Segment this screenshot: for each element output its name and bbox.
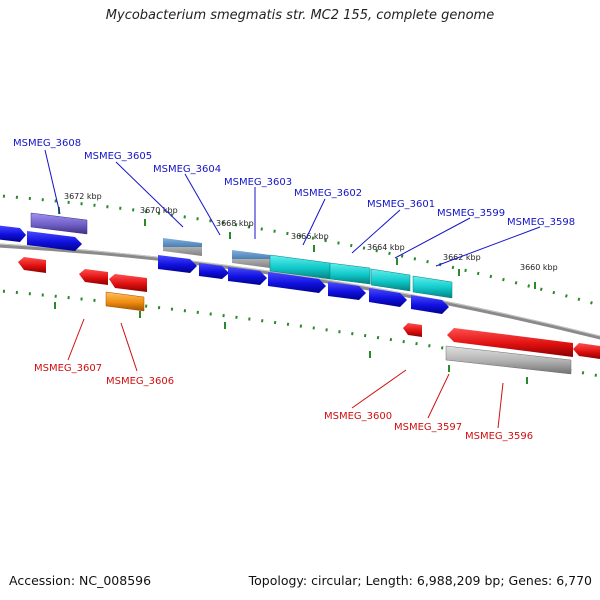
tick-label-3666: 3666 kbp [291, 232, 329, 241]
tick-label-3668: 3668 kbp [216, 219, 254, 228]
feature-gray [445, 345, 572, 375]
gene-label-msmeg-3596[interactable]: MSMEG_3596 [465, 431, 533, 442]
label-leaders [44, 149, 541, 429]
cds-forward-arrow [0, 225, 26, 242]
cds-reverse-arrow [79, 269, 108, 285]
gene-label-msmeg-3604[interactable]: MSMEG_3604 [153, 164, 221, 175]
tick-label-3670: 3670 kbp [140, 206, 178, 215]
feature-cyan [412, 275, 453, 299]
cds-forward-arrow [199, 263, 229, 279]
cds-forward-arrow [27, 231, 82, 251]
gene-label-msmeg-3600[interactable]: MSMEG_3600 [324, 411, 392, 422]
feature-steel [232, 250, 270, 268]
cds-reverse-arrow [447, 328, 573, 357]
gene-label-msmeg-3601[interactable]: MSMEG_3601 [367, 199, 435, 210]
cds-forward-arrow [158, 255, 197, 273]
inner-tick-track [0, 289, 600, 378]
feature-orange [105, 291, 145, 312]
gene-label-msmeg-3598[interactable]: MSMEG_3598 [507, 217, 575, 228]
cds-forward-arrow [369, 288, 407, 307]
cds-reverse-arrow [403, 323, 422, 337]
gene-label-msmeg-3597[interactable]: MSMEG_3597 [394, 422, 462, 433]
gene-label-msmeg-3605[interactable]: MSMEG_3605 [84, 151, 152, 162]
forward-features [0, 212, 453, 314]
genome-backbone-highlight [0, 243, 600, 337]
tick-label-3672: 3672 kbp [64, 192, 102, 201]
gene-label-msmeg-3602[interactable]: MSMEG_3602 [294, 188, 362, 199]
cds-reverse-arrow [573, 343, 600, 359]
tick-label-3664: 3664 kbp [367, 243, 405, 252]
gene-label-msmeg-3606[interactable]: MSMEG_3606 [106, 376, 174, 387]
feature-steel [163, 238, 202, 256]
gene-label-msmeg-3599[interactable]: MSMEG_3599 [437, 208, 505, 219]
accession-text: Accession: NC_008596 [9, 573, 152, 588]
outer-tick-track [0, 194, 600, 307]
feature-cyan [329, 262, 371, 285]
gene-label-msmeg-3603[interactable]: MSMEG_3603 [224, 177, 292, 188]
cds-forward-arrow [268, 272, 326, 293]
tick-label-3662: 3662 kbp [443, 253, 481, 262]
gene-label-msmeg-3607[interactable]: MSMEG_3607 [34, 363, 102, 374]
cds-reverse-arrow [18, 257, 46, 273]
cds-forward-arrow [328, 282, 366, 300]
map-title: Mycobacterium smegmatis str. MC2 155, co… [105, 8, 495, 23]
cds-reverse-arrow [109, 274, 147, 292]
feature-cyan [370, 268, 411, 292]
feature-purple [30, 212, 88, 235]
cds-forward-arrow [411, 295, 449, 314]
tick-label-3660: 3660 kbp [520, 263, 558, 272]
topology-text: Topology: circular; Length: 6,988,209 bp… [248, 573, 592, 588]
major-ticks-inner [54, 302, 528, 384]
gene-label-msmeg-3608[interactable]: MSMEG_3608 [13, 138, 81, 149]
cds-forward-arrow [228, 267, 267, 285]
reverse-features [18, 257, 600, 375]
